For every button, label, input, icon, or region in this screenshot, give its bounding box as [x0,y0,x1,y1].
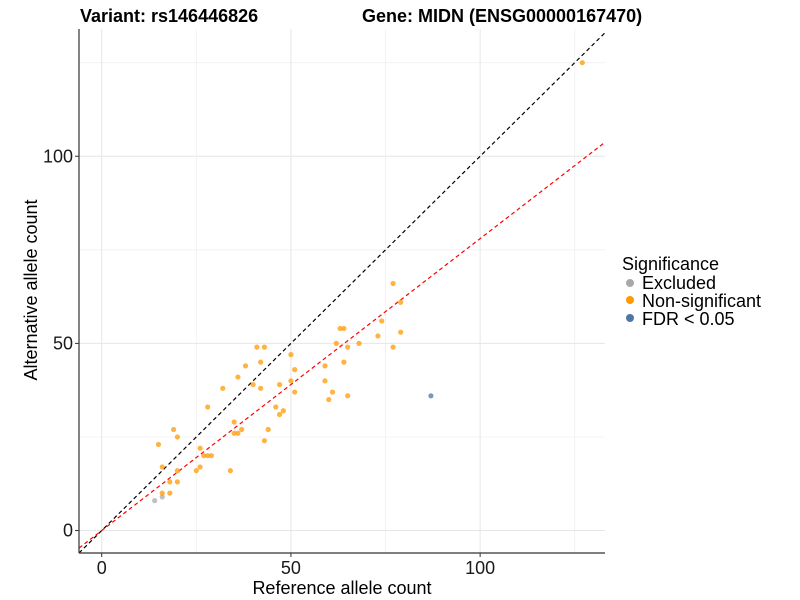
data-point [288,352,294,358]
data-point [171,426,177,433]
data-point [579,60,585,66]
grid-lines [79,29,605,553]
data-point [174,468,180,474]
legend: Significance Excluded Non-significant FD… [622,254,761,329]
legend-swatch-fdr [626,314,634,322]
data-point [329,389,336,395]
data-point [167,490,173,496]
data-point [322,363,328,369]
data-point [250,381,256,388]
x-tick-label: 0 [97,558,107,578]
data-point [193,468,199,474]
y-tick-label: 0 [63,521,73,541]
data-point [239,426,245,433]
data-point [273,404,279,410]
data-point [326,396,332,403]
data-point [265,426,271,433]
data-point [159,464,165,470]
data-point [235,374,241,380]
data-point [231,430,237,436]
reference-lines [78,32,606,554]
data-point [208,453,215,459]
reference-line-identity [78,32,606,554]
data-point [356,340,362,346]
legend-swatch-excluded [626,279,634,287]
legend-label-excluded: Excluded [642,273,716,293]
data-point [258,359,264,365]
data-point [261,344,268,350]
chart-title-variant: Variant: rs146446826 [80,6,258,26]
data-point [205,453,211,459]
legend-title: Significance [622,254,719,274]
data-point [292,367,298,373]
data-point [379,318,385,324]
data-point [341,359,347,365]
data-point [197,464,203,470]
data-point [276,381,283,388]
chart-title-gene: Gene: MIDN (ENSG00000167470) [362,6,642,26]
data-point [174,434,180,440]
reference-line-fit [78,141,606,549]
y-tick-label: 100 [43,146,73,166]
y-tick-label: 50 [53,333,73,353]
x-axis-title: Reference allele count [252,578,431,598]
data-point [322,378,328,384]
data-point [167,479,173,485]
legend-label-fdr: FDR < 0.05 [642,309,735,329]
data-point [276,411,283,418]
data-point [254,344,260,350]
data-point [231,419,237,425]
data-point [159,490,165,496]
data-point [159,494,165,500]
data-point [390,280,396,287]
data-point [201,453,207,459]
data-point [174,479,180,485]
data-points [152,60,585,504]
data-point [337,325,343,332]
data-point [345,344,351,350]
data-point [227,468,233,474]
data-point [242,363,249,369]
legend-label-non-significant: Non-significant [642,291,761,311]
data-point [258,385,264,391]
data-point [390,344,396,350]
data-point [152,498,158,504]
data-point [205,404,211,410]
data-point [375,333,381,339]
data-point [197,445,203,451]
data-point [333,340,339,346]
x-tick-label: 50 [281,558,301,578]
legend-swatch-non-significant [626,296,634,304]
axes: 0 50 100 0 50 100 [43,29,605,578]
data-point [220,385,226,391]
data-point [398,329,404,335]
data-point [288,378,294,384]
data-point [155,441,162,448]
data-point [261,438,268,444]
data-point [280,408,286,414]
data-point [398,299,404,305]
data-point [235,430,241,436]
data-point [341,325,347,332]
data-point [345,393,351,399]
y-axis-title: Alternative allele count [21,199,41,380]
x-tick-label: 100 [465,558,495,578]
data-point [292,389,298,395]
data-point [428,393,434,399]
